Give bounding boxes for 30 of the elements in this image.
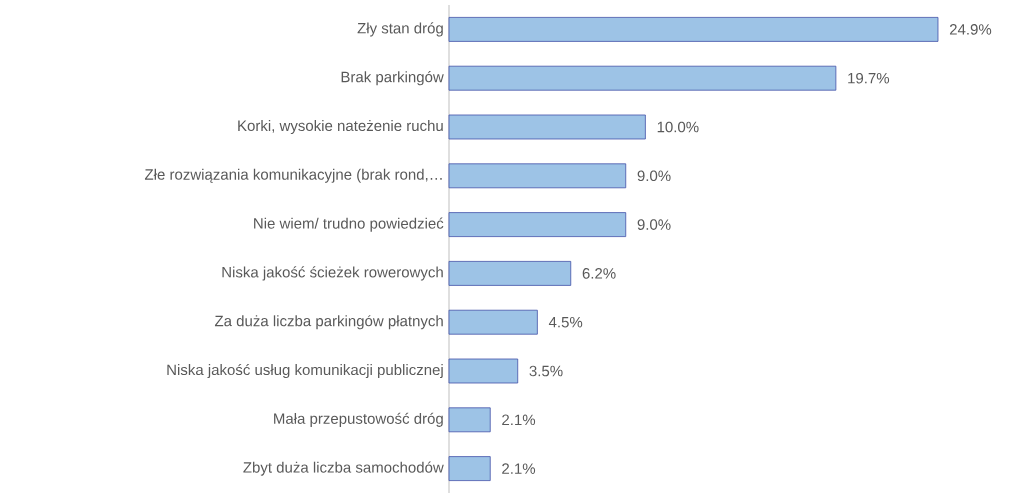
data-label: 6.2% (582, 268, 616, 279)
y-tick-label: Niska jakość usług komunikacji publicznej (167, 363, 443, 379)
data-label: 2.1% (502, 414, 536, 426)
data-label: 9.0% (637, 219, 671, 230)
data-label: 3.5% (529, 365, 563, 377)
y-tick-label: Złe rozwiązania komunikacyjne (brak rond,… (144, 168, 442, 183)
data-label: 24.9% (949, 24, 992, 35)
bar (448, 17, 939, 42)
bar (448, 261, 572, 286)
y-tick-label: Zbyt duża liczba samochodów (243, 461, 444, 476)
data-label: 10.0% (657, 121, 699, 133)
y-tick-label: Niska jakość ścieżek rowerowych (222, 266, 443, 281)
y-tick-label: Zły stan dróg (357, 22, 443, 37)
bar (448, 114, 646, 140)
bar (448, 456, 491, 482)
y-tick-label: Brak parkingów (341, 71, 444, 86)
data-label: 4.5% (548, 316, 583, 328)
bar (448, 163, 627, 189)
bar (448, 212, 627, 237)
bar (448, 309, 538, 335)
data-label: 9.0% (637, 170, 671, 182)
bar (448, 358, 519, 384)
data-label: 19.7% (848, 72, 890, 84)
data-label: 2.1% (502, 463, 536, 474)
y-tick-label: Nie wiem/ trudno powiedzieć (254, 217, 444, 232)
y-tick-label: Korki, wysokie nateżenie ruchu (238, 120, 443, 134)
bar (448, 65, 837, 91)
y-tick-label: Za duża liczba parkingów płatnych (214, 315, 443, 330)
y-tick-label: Mała przepustowość dróg (274, 412, 443, 427)
bar (448, 407, 491, 433)
